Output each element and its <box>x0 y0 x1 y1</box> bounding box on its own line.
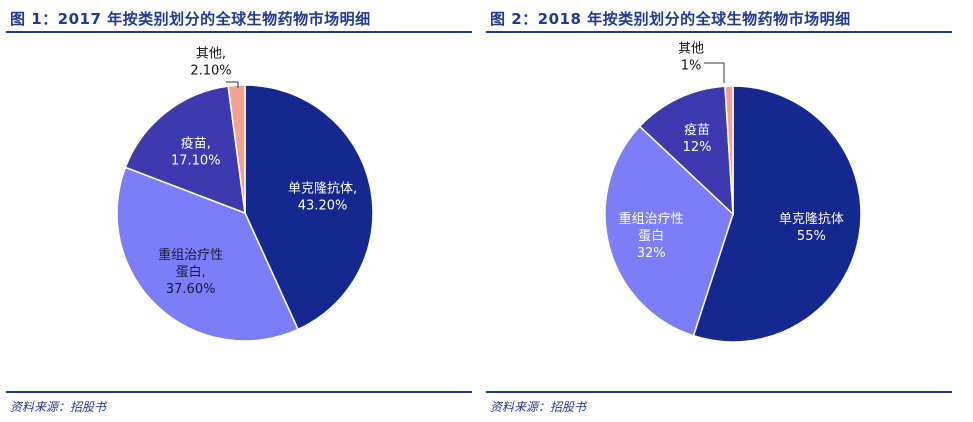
slice-label-mab: 单克隆抗体 55% <box>779 212 844 244</box>
pie-slice-mab <box>692 85 862 343</box>
slice-label-vaccine: 疫苗, 17.10% <box>171 135 221 168</box>
slice-label-recombinant-protein: 重组治疗性蛋白 32% <box>619 211 684 261</box>
source-note: 资料来源：招股书 <box>490 400 587 414</box>
pie-slice-vaccine <box>638 85 734 216</box>
figure-title: 图 1：2017 年按类别划分的全球生物药物市场明细 <box>10 10 371 28</box>
pie-chart-2018: 单克隆抗体 55% 重组治疗性蛋白 32% 疫苗 12% 其他 1% <box>604 42 862 343</box>
title-rule <box>486 31 952 33</box>
chart-panel-2018: 图 2：2018 年按类别划分的全球生物药物市场明细 单克隆抗体 55% 重组治疗性… <box>486 0 956 422</box>
slice-label-other: 其他 1% <box>678 42 704 74</box>
figure-title: 图 2：2018 年按类别划分的全球生物药物市场明细 <box>490 10 851 28</box>
leader-line-other <box>226 81 239 88</box>
leader-line-other <box>704 62 725 83</box>
pie-slice-other <box>724 85 734 215</box>
slice-label-vaccine: 疫苗 12% <box>683 122 712 155</box>
slice-label-other: 其他, 2.10% <box>190 47 231 79</box>
pie-slice-mab <box>244 84 374 331</box>
slice-label-mab: 单克隆抗体, 43.20% <box>288 182 357 214</box>
pie-slice-other <box>227 84 246 214</box>
pie-slice-recombinant-protein <box>604 125 734 337</box>
slice-label-recombinant-protein: 重组治疗性蛋白, 37.60% <box>158 247 223 297</box>
pie-slice-recombinant-protein <box>116 166 300 342</box>
pie-chart-2017: 单克隆抗体, 43.20% 重组治疗性蛋白, 37.60% 疫苗, 17.10% 其他, 2.… <box>116 47 374 342</box>
source-note: 资料来源：招股书 <box>10 400 107 414</box>
pie-slice-vaccine <box>124 85 246 215</box>
footer-rule <box>6 391 472 393</box>
footer-rule <box>486 391 952 393</box>
chart-panel-2017: 图 1：2017 年按类别划分的全球生物药物市场明细 单克隆抗体, 43.20% 重… <box>6 0 476 422</box>
title-rule <box>6 31 472 33</box>
